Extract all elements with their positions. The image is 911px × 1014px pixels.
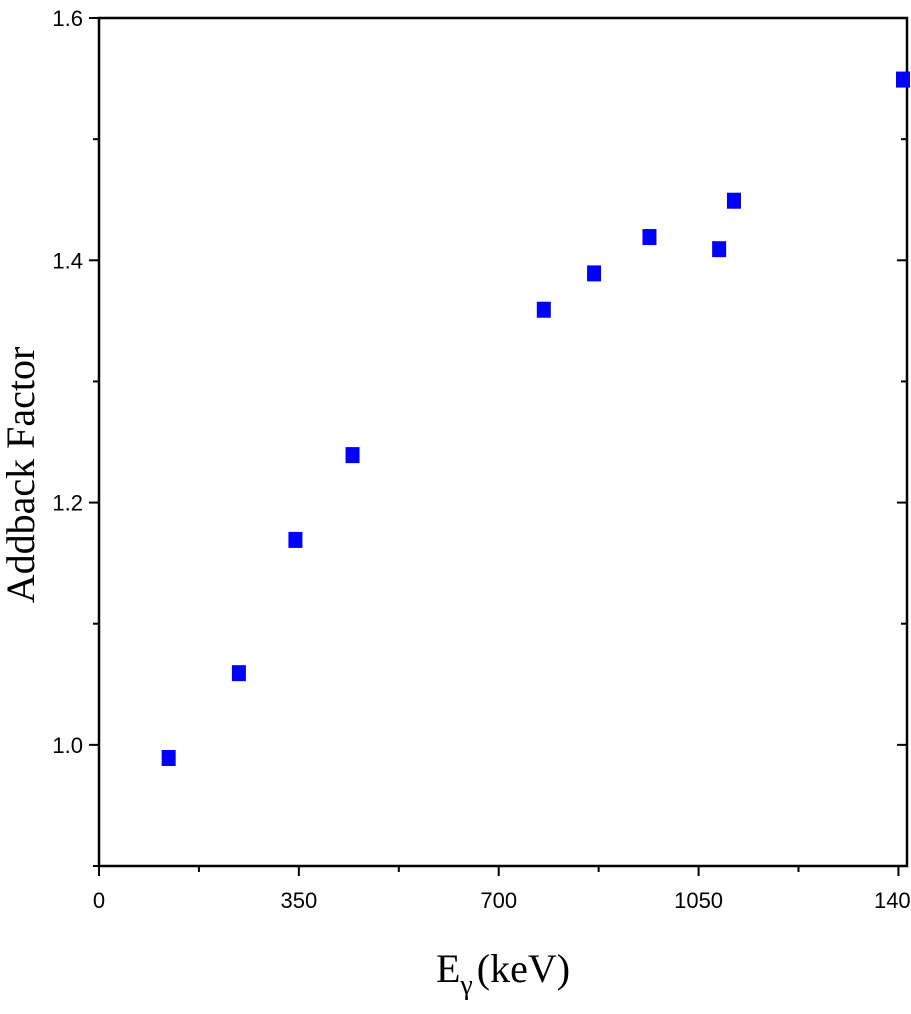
x-axis-title: Eγ (keV) [436, 946, 570, 1001]
x-tick-label: 350 [280, 888, 317, 913]
y-tick-label: 1.6 [52, 6, 83, 31]
data-point [726, 192, 741, 209]
data-points [161, 71, 911, 766]
y-tick-label: 1.0 [52, 733, 83, 758]
data-point [896, 71, 911, 88]
x-tick-label: 1400 [874, 888, 911, 913]
axis-tick-labels: 0 350 700 1050 1400 1.0 1.2 1.4 1.6 [52, 6, 911, 913]
data-point [161, 749, 176, 766]
data-point [231, 665, 246, 682]
x-axis-title-symbol: E [436, 946, 460, 991]
x-axis-title-subscript: γ [459, 970, 472, 1001]
data-point [587, 265, 602, 282]
y-tick-label: 1.4 [52, 248, 83, 273]
x-tick-label: 700 [480, 888, 517, 913]
data-point [345, 447, 360, 464]
data-point [642, 229, 657, 246]
y-axis-title: Addback Factor [0, 347, 43, 604]
x-tick-label: 1050 [674, 888, 723, 913]
data-point [288, 531, 303, 548]
axis-ticks [89, 17, 907, 876]
data-point [712, 241, 727, 258]
data-point [536, 301, 551, 318]
plot-frame [97, 16, 909, 868]
x-tick-label: 0 [93, 888, 105, 913]
x-axis-title-unit: (keV) [477, 946, 570, 991]
y-tick-label: 1.2 [52, 491, 83, 516]
